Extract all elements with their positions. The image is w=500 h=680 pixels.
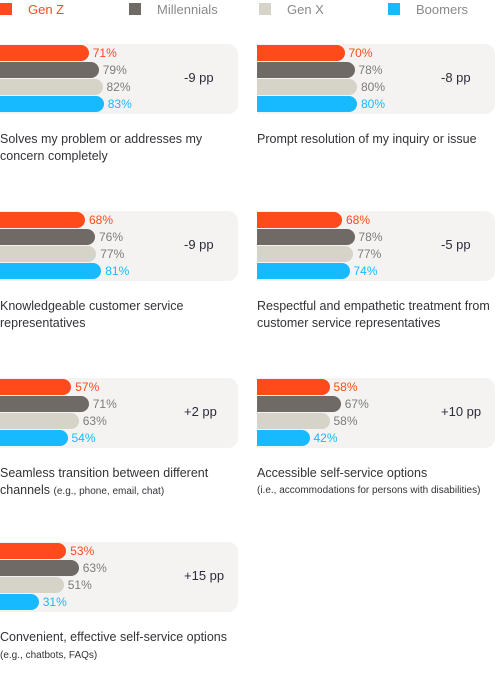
bar-boomers [0,594,39,610]
bar-millennials [0,229,95,245]
legend-swatch-gen-z [0,3,12,15]
value-label-gen-x: 63% [82,414,107,428]
bar-gen-x [0,79,103,95]
bar-boomers [257,430,310,446]
legend-label-millennials: Millennials [157,2,218,17]
category-label-text: Convenient, effective self-service optio… [0,630,227,644]
value-label-boomers: 80% [361,97,386,111]
category-label-text: Solves my problem or addresses my concer… [0,132,203,163]
difference-label: +2 pp [184,404,217,419]
category-label: Prompt resolution of my inquiry or issue [257,131,500,148]
category-label: Knowledgeable customer service represent… [0,298,245,332]
category-label-text: Prompt resolution of my inquiry or issue [257,132,477,146]
legend-swatch-millennials [129,3,141,15]
bar-boomers [257,96,357,112]
value-label-boomers: 42% [313,431,338,445]
legend-swatch-gen-x [259,3,271,15]
difference-label: -9 pp [184,237,214,252]
value-label-gen-z: 57% [75,380,100,394]
difference-label: +15 pp [184,568,225,583]
category-label: Convenient, effective self-service optio… [0,629,245,664]
bar-gen-z [257,212,342,228]
value-label-boomers: 74% [353,264,378,278]
bar-boomers [257,263,350,279]
value-label-gen-x: 77% [357,247,382,261]
value-label-gen-x: 82% [106,80,131,94]
bar-millennials [257,229,355,245]
legend-label-gen-z: Gen Z [28,2,65,17]
value-label-gen-z: 68% [346,213,371,227]
value-label-millennials: 79% [102,63,127,77]
category-label-text: Seamless transition between different ch… [0,466,209,497]
value-label-boomers: 83% [107,97,132,111]
value-label-boomers: 31% [42,595,67,609]
bar-gen-x [0,413,79,429]
bar-millennials [0,560,79,576]
bar-boomers [0,96,104,112]
value-label-gen-z: 58% [333,380,358,394]
value-label-boomers: 54% [71,431,96,445]
bar-boomers [0,430,68,446]
difference-label: -5 pp [441,237,471,252]
chart-panel: 57% 71% 63% 54% +2 pp Seamless transition bet… [0,378,238,516]
bar-gen-z [0,212,85,228]
value-label-millennials: 67% [344,397,369,411]
bar-boomers [0,263,102,279]
value-label-millennials: 78% [358,63,383,77]
bar-gen-x [257,79,357,95]
category-label: Solves my problem or addresses my concer… [0,131,245,165]
category-note: (e.g., phone, email, chat) [53,486,165,497]
category-label-text: Accessible self-service options [257,466,428,480]
difference-label: -9 pp [184,70,214,85]
value-label-gen-z: 71% [92,46,117,60]
value-label-gen-z: 68% [89,213,114,227]
bar-gen-z [0,543,67,559]
bar-gen-x [0,246,97,262]
value-label-millennials: 63% [82,561,107,575]
bar-gen-x [257,413,330,429]
value-label-gen-z: 53% [70,544,95,558]
difference-label: +10 pp [441,404,482,419]
bar-millennials [257,396,341,412]
bar-millennials [0,62,99,78]
category-label-text: Respectful and empathetic treatment from… [257,299,490,330]
value-label-gen-z: 70% [348,46,373,60]
value-label-boomers: 81% [105,264,130,278]
legend-label-gen-x: Gen X [287,2,324,17]
value-label-millennials: 71% [92,397,117,411]
bar-gen-z [0,45,89,61]
value-label-millennials: 76% [99,230,124,244]
bar-gen-z [257,379,330,395]
value-label-millennials: 78% [358,230,383,244]
value-label-gen-x: 58% [333,414,358,428]
value-label-gen-x: 80% [361,80,386,94]
bar-gen-x [257,246,354,262]
value-label-gen-x: 51% [67,578,92,592]
legend-label-boomers: Boomers [416,2,469,17]
category-label-text: Knowledgeable customer service represent… [0,299,184,330]
value-label-gen-x: 77% [100,247,125,261]
bar-gen-z [257,45,345,61]
category-label: Accessible self-service options (i.e., a… [257,465,500,499]
chart-panel: 58% 67% 58% 42% +10 pp Accessible self-servic… [257,378,495,516]
difference-label: -8 pp [441,70,471,85]
legend-swatch-boomers [388,3,400,15]
category-note: (i.e., accommodations for persons with d… [257,485,481,496]
bar-gen-x [0,577,64,593]
chart-panel: 71% 79% 82% 83% -9 pp Solves my problem or ad… [0,44,238,182]
chart-panel: 68% 76% 77% 81% -9 pp Knowledgeable customer … [0,211,238,349]
chart-panel: 68% 78% 77% 74% -5 pp Respectful and empathet… [257,211,495,349]
chart-panel: 53% 63% 51% 31% +15 pp Convenient, effective … [0,542,238,680]
bar-millennials [257,62,355,78]
bar-millennials [0,396,89,412]
category-label: Respectful and empathetic treatment from… [257,298,500,332]
bar-gen-z [0,379,72,395]
legend: Gen Z Millennials Gen X Boomers [0,0,500,22]
category-note: (e.g., chatbots, FAQs) [0,650,98,661]
category-label: Seamless transition between different ch… [0,465,245,500]
chart-panel: 70% 78% 80% 80% -8 pp Prompt resolution of my… [257,44,495,182]
